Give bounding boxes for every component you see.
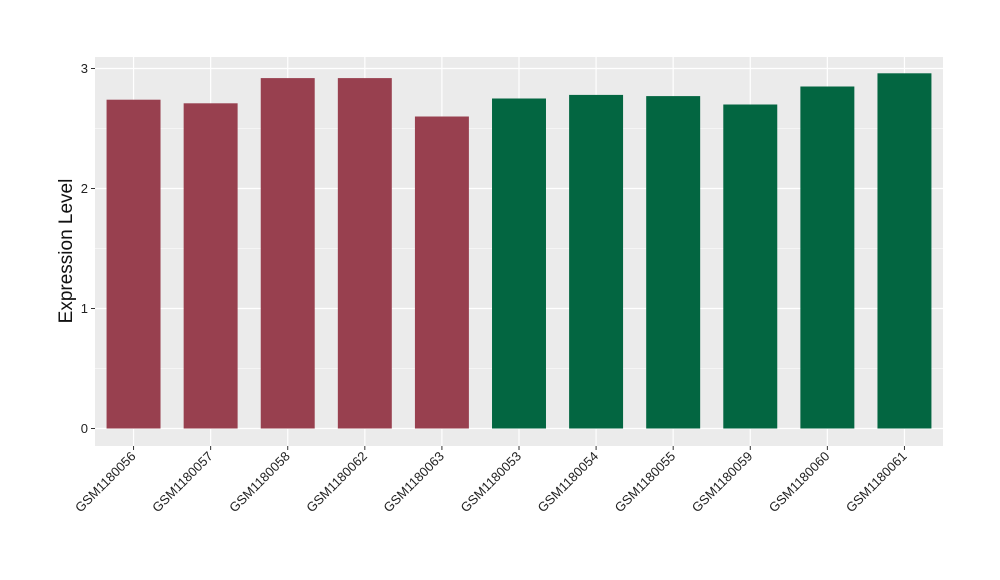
x-tick-label: GSM1180055 xyxy=(612,449,679,516)
x-tick-label: GSM1180059 xyxy=(689,449,756,516)
bar-GSM1180056 xyxy=(106,99,161,429)
y-axis-title: Expression Level xyxy=(56,179,77,324)
y-tick-label: 3 xyxy=(81,61,88,76)
y-tick-label: 0 xyxy=(81,421,88,436)
x-tick-label: GSM1180060 xyxy=(766,449,833,516)
x-tick-label: GSM1180053 xyxy=(457,449,524,516)
x-axis: GSM1180056 GSM1180057 GSM1180058 GSM1180062… xyxy=(72,446,910,515)
bar-GSM1180061 xyxy=(877,73,932,429)
bar-GSM1180055 xyxy=(646,96,701,429)
bar-GSM1180059 xyxy=(723,104,778,429)
y-tick-label: 1 xyxy=(81,301,88,316)
bar-GSM1180057 xyxy=(183,103,238,429)
x-tick-label: GSM1180056 xyxy=(72,449,139,516)
bar-GSM1180062 xyxy=(337,78,392,429)
x-tick-label: GSM1180054 xyxy=(535,449,602,516)
bar-GSM1180053 xyxy=(492,98,546,429)
bars xyxy=(106,73,932,429)
y-axis: 0 1 2 3 xyxy=(81,61,95,436)
x-tick-label: GSM1180063 xyxy=(380,449,447,516)
bar-GSM1180060 xyxy=(800,86,855,429)
bar-GSM1180063 xyxy=(414,116,469,429)
x-tick-label: GSM1180058 xyxy=(226,449,293,516)
x-tick-label: GSM1180057 xyxy=(149,449,216,516)
x-tick-label: GSM1180061 xyxy=(843,449,910,516)
bar-GSM1180058 xyxy=(260,78,315,429)
y-tick-label: 2 xyxy=(81,181,88,196)
bar-GSM1180054 xyxy=(569,94,624,429)
x-tick-label: GSM1180062 xyxy=(303,449,370,516)
